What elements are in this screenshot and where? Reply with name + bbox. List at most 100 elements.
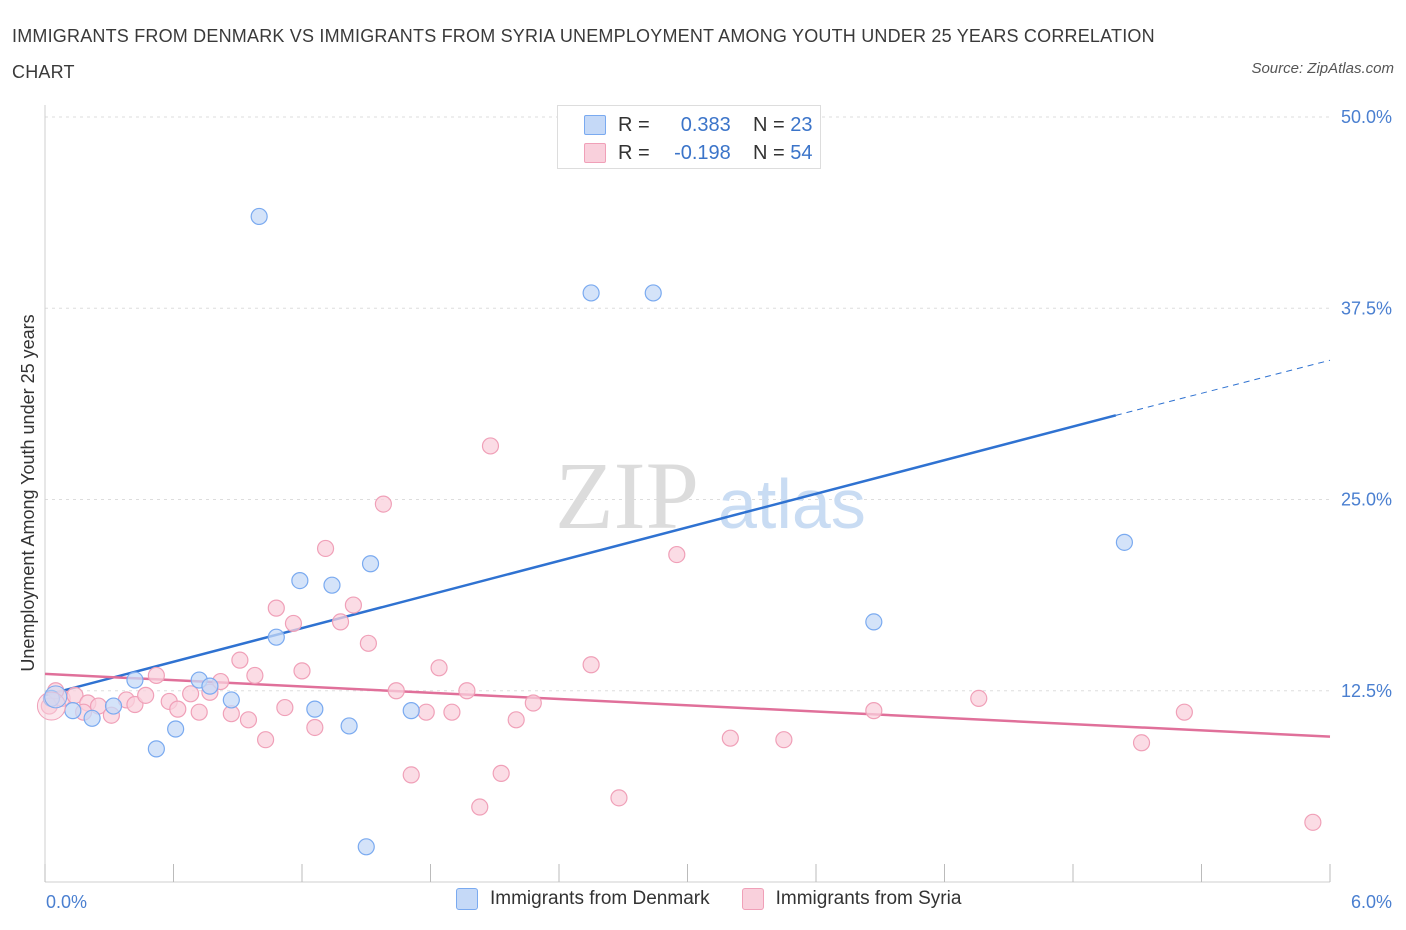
denmark-point bbox=[291, 571, 309, 590]
denmark-point bbox=[64, 702, 82, 720]
syria-swatch bbox=[584, 143, 606, 163]
x-tick-label: 0.0% bbox=[46, 892, 87, 912]
denmark-point bbox=[644, 284, 662, 302]
syria-point bbox=[169, 700, 187, 718]
syria-point bbox=[970, 689, 988, 708]
denmark-legend-swatch bbox=[456, 888, 478, 910]
syria-point bbox=[387, 682, 405, 700]
watermark-atlas: atlas bbox=[718, 465, 866, 543]
denmark-point bbox=[250, 207, 268, 226]
legend-row-denmark: R = 0.383 N = 23 bbox=[584, 113, 813, 137]
y-tick-label: 37.5% bbox=[1341, 298, 1392, 318]
syria-point bbox=[668, 545, 686, 564]
y-tick-label: 25.0% bbox=[1341, 490, 1392, 510]
denmark-point bbox=[104, 697, 123, 715]
syria-point bbox=[137, 686, 155, 704]
legend-item-syria: Immigrants from Syria bbox=[741, 888, 962, 910]
denmark-point bbox=[306, 700, 324, 718]
denmark-trend-extension bbox=[1115, 359, 1331, 416]
denmark-point bbox=[582, 284, 600, 302]
denmark-point bbox=[201, 677, 219, 695]
legend-item-denmark: Immigrants from Denmark bbox=[456, 888, 710, 910]
syria-point bbox=[267, 599, 285, 617]
denmark-swatch bbox=[584, 115, 606, 135]
watermark-zip: ZIP bbox=[555, 442, 699, 549]
denmark-point bbox=[267, 628, 285, 646]
denmark-legend-label: Immigrants from Denmark bbox=[490, 888, 710, 909]
n-label: N = bbox=[753, 113, 785, 136]
denmark-point bbox=[357, 838, 375, 856]
syria-point bbox=[430, 659, 448, 677]
syria-point bbox=[417, 703, 435, 721]
syria-trend-line bbox=[44, 672, 1331, 738]
syria-point bbox=[284, 614, 303, 633]
syria-point bbox=[721, 729, 739, 747]
syria-point bbox=[231, 651, 249, 669]
tick-labels: 12.5% 25.0% 37.5% 50.0% 0.0% 6.0% bbox=[46, 107, 1392, 912]
denmark-point bbox=[402, 702, 420, 720]
syria-point bbox=[344, 596, 362, 614]
syria-point bbox=[443, 703, 461, 721]
denmark-point bbox=[126, 671, 144, 689]
denmark-point bbox=[340, 717, 358, 735]
syria-point bbox=[359, 634, 377, 652]
x-tick-label: 6.0% bbox=[1351, 892, 1392, 912]
syria-point bbox=[239, 711, 258, 729]
n-label: N = bbox=[753, 141, 785, 164]
legend-row-syria: R = -0.198 N = 54 bbox=[584, 141, 813, 165]
syria-point bbox=[246, 666, 264, 685]
trend-lines bbox=[44, 359, 1331, 738]
syria-point bbox=[316, 539, 335, 558]
correlation-legend: R = 0.383 N = 23 R = -0.198 N = 54 bbox=[557, 105, 821, 169]
chart-title: IMMIGRANTS FROM DENMARK VS IMMIGRANTS FR… bbox=[12, 26, 1155, 82]
denmark-point bbox=[83, 709, 101, 727]
syria-point bbox=[610, 789, 628, 807]
syria-n-value: 54 bbox=[790, 141, 813, 164]
r-label: R = bbox=[618, 141, 650, 164]
syria-point bbox=[865, 702, 883, 720]
syria-r-value: -0.198 bbox=[674, 141, 731, 164]
syria-point bbox=[471, 798, 489, 816]
syria-point bbox=[293, 662, 311, 680]
syria-point bbox=[507, 711, 525, 729]
axes bbox=[44, 105, 1331, 883]
syria-point bbox=[147, 666, 165, 685]
syria-point bbox=[402, 766, 420, 784]
syria-legend-swatch bbox=[741, 888, 764, 910]
watermark: ZIP atlas bbox=[555, 442, 866, 549]
y-axis-label: Unemployment Among Youth under 25 years bbox=[18, 314, 38, 671]
data-points bbox=[36, 207, 1322, 856]
denmark-n-value: 23 bbox=[790, 113, 813, 136]
syria-point bbox=[1132, 734, 1151, 752]
syria-point bbox=[775, 731, 793, 749]
y-tick-label: 50.0% bbox=[1341, 107, 1392, 127]
syria-point bbox=[582, 656, 600, 674]
syria-point bbox=[331, 613, 350, 631]
denmark-point bbox=[167, 720, 185, 738]
syria-point bbox=[492, 764, 510, 782]
denmark-r-value: 0.383 bbox=[680, 113, 731, 136]
denmark-point bbox=[323, 576, 341, 594]
syria-point bbox=[256, 731, 275, 749]
syria-point bbox=[374, 495, 392, 513]
syria-legend-label: Immigrants from Syria bbox=[775, 888, 962, 909]
syria-point bbox=[1304, 813, 1322, 831]
syria-point bbox=[306, 718, 324, 737]
denmark-point-large bbox=[44, 685, 68, 709]
syria-point bbox=[182, 685, 200, 703]
syria-point bbox=[481, 437, 500, 455]
syria-point bbox=[524, 694, 542, 712]
series-legend: Immigrants from Denmark Immigrants from … bbox=[456, 888, 993, 910]
denmark-point bbox=[147, 740, 165, 758]
denmark-point bbox=[222, 691, 240, 709]
syria-point bbox=[1175, 703, 1193, 721]
r-label: R = bbox=[618, 113, 650, 136]
denmark-point bbox=[1115, 533, 1134, 551]
denmark-point bbox=[361, 555, 380, 573]
denmark-point bbox=[865, 613, 883, 631]
source-label: Source: ZipAtlas.com bbox=[1251, 60, 1394, 77]
syria-point bbox=[190, 703, 208, 721]
denmark-trend-line bbox=[44, 414, 1117, 697]
grid-lines bbox=[45, 116, 1330, 692]
